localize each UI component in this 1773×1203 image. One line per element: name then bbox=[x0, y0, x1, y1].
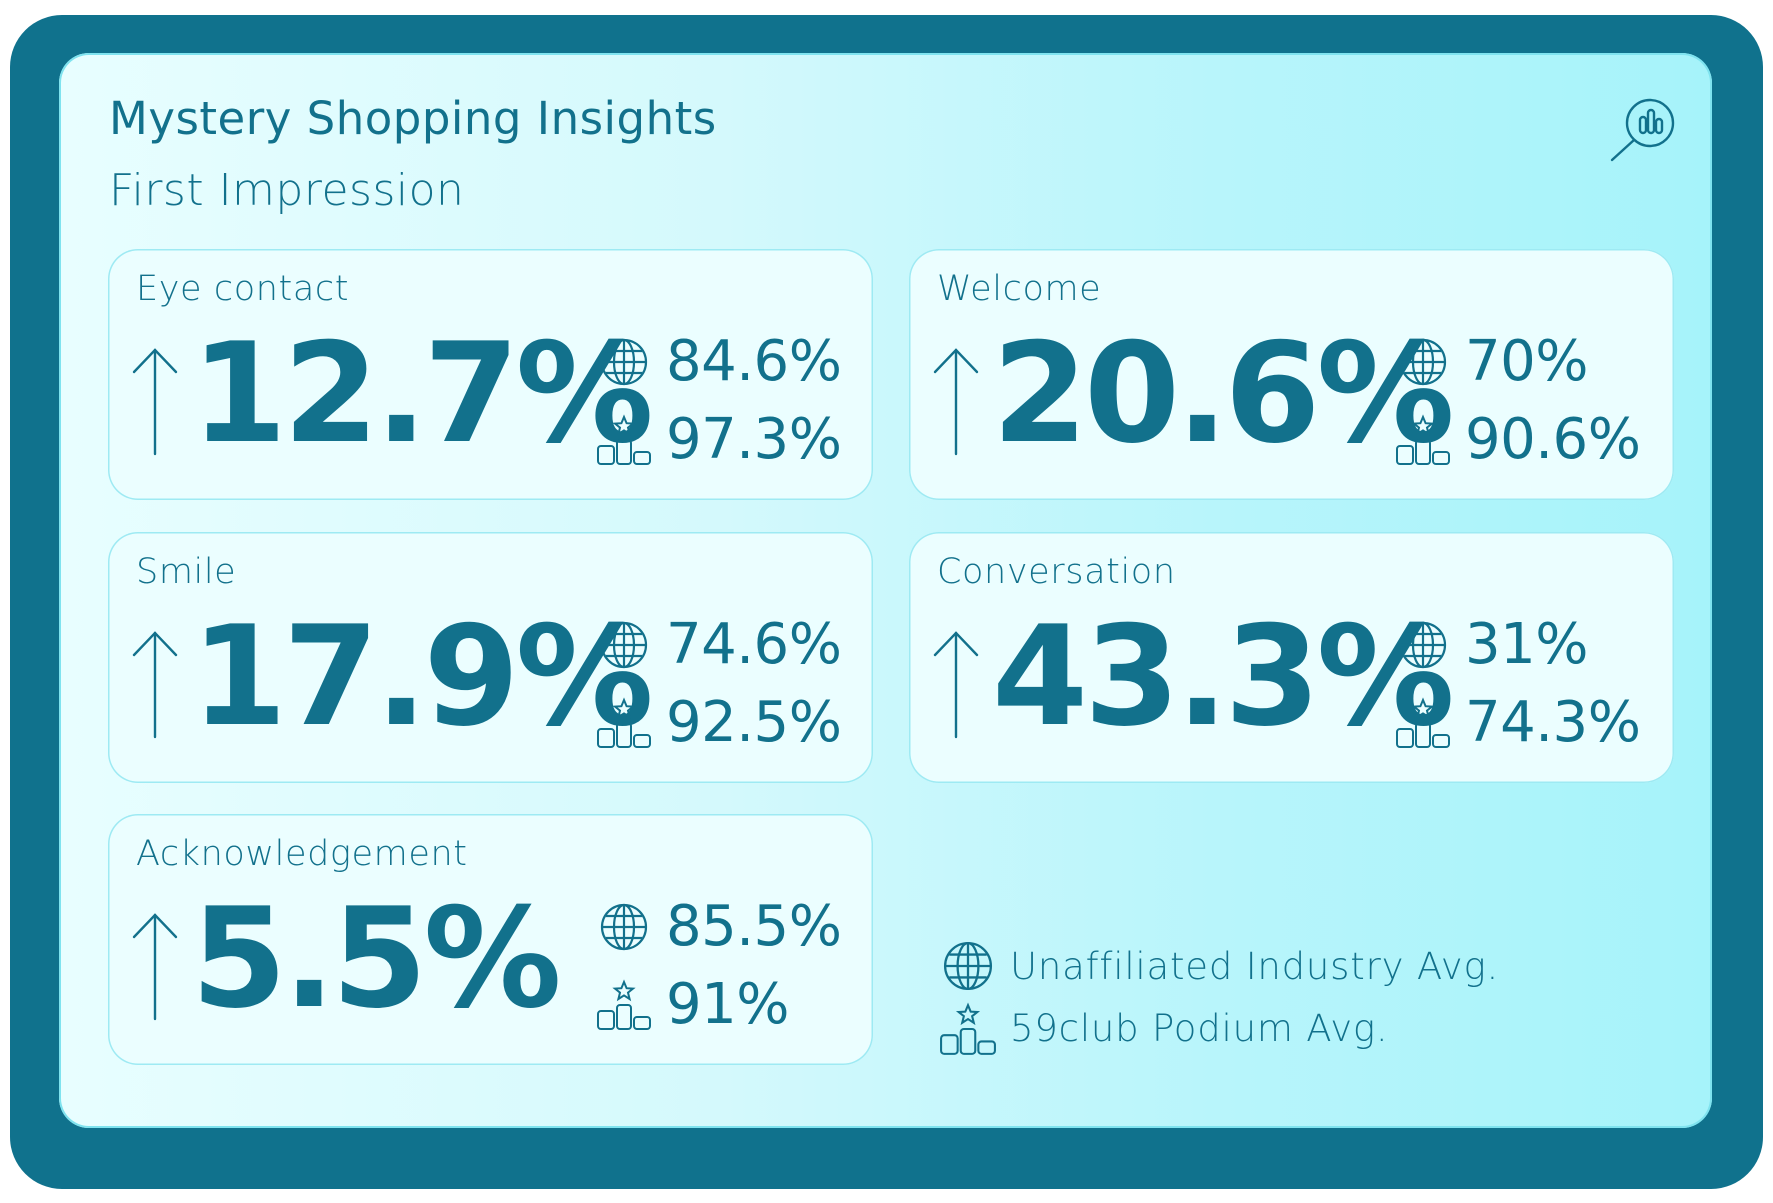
arrow-up-icon bbox=[132, 630, 178, 740]
metric-value: 17.9% bbox=[191, 596, 654, 757]
arrow-up-icon bbox=[933, 630, 979, 740]
podium-avg-value: 74.3% bbox=[1465, 690, 1641, 755]
metric-card-conversation: Conversation 43.3% 31% 74.3% bbox=[909, 532, 1674, 783]
industry-avg-stat: 70% bbox=[1393, 329, 1588, 394]
podium-star-icon bbox=[1396, 415, 1450, 465]
podium-star-icon bbox=[597, 415, 651, 465]
industry-avg-value: 31% bbox=[1465, 612, 1588, 677]
podium-avg-value: 97.3% bbox=[666, 407, 842, 472]
podium-star-icon bbox=[597, 698, 651, 748]
podium-avg-value: 91% bbox=[666, 972, 789, 1037]
metric-label: Conversation bbox=[937, 552, 1176, 592]
metric-value: 20.6% bbox=[992, 313, 1455, 474]
podium-avg-stat: 97.3% bbox=[594, 407, 842, 472]
industry-avg-value: 74.6% bbox=[666, 612, 842, 677]
industry-avg-stat: 31% bbox=[1393, 612, 1588, 677]
arrow-up-icon bbox=[132, 347, 178, 457]
podium-avg-stat: 74.3% bbox=[1393, 690, 1641, 755]
metric-label: Smile bbox=[136, 552, 237, 592]
metric-label: Acknowledgement bbox=[136, 834, 468, 874]
arrow-up-icon bbox=[933, 347, 979, 457]
podium-star-icon bbox=[597, 980, 651, 1030]
legend-industry-avg: Unaffiliated Industry Avg. bbox=[938, 936, 1499, 996]
legend-label: Unaffiliated Industry Avg. bbox=[1010, 944, 1500, 988]
legend-label: 59club Podium Avg. bbox=[1010, 1006, 1389, 1050]
metric-card-smile: Smile 17.9% 74.6% 92.5% bbox=[108, 532, 873, 783]
legend-podium-avg: 59club Podium Avg. bbox=[938, 998, 1388, 1058]
industry-avg-stat: 74.6% bbox=[594, 612, 842, 677]
globe-icon bbox=[600, 621, 648, 668]
page-title: Mystery Shopping Insights bbox=[109, 92, 717, 145]
podium-avg-stat: 90.6% bbox=[1393, 407, 1641, 472]
magnifier-bar-chart-icon[interactable] bbox=[1608, 96, 1678, 162]
metric-value: 5.5% bbox=[191, 878, 562, 1039]
globe-icon bbox=[600, 903, 648, 950]
arrow-up-icon bbox=[132, 912, 178, 1022]
metric-value: 12.7% bbox=[191, 313, 654, 474]
podium-star-icon bbox=[1396, 698, 1450, 748]
globe-icon bbox=[943, 941, 993, 991]
podium-avg-value: 90.6% bbox=[1465, 407, 1641, 472]
podium-avg-stat: 92.5% bbox=[594, 690, 842, 755]
globe-icon bbox=[1399, 338, 1447, 385]
industry-avg-value: 70% bbox=[1465, 329, 1588, 394]
section-subtitle: First Impression bbox=[109, 165, 465, 216]
metric-value: 43.3% bbox=[992, 596, 1455, 757]
podium-avg-stat: 91% bbox=[594, 972, 789, 1037]
podium-avg-value: 92.5% bbox=[666, 690, 842, 755]
podium-star-icon bbox=[940, 1004, 996, 1055]
metric-label: Welcome bbox=[937, 269, 1102, 309]
globe-icon bbox=[1399, 621, 1447, 668]
metric-label: Eye contact bbox=[136, 269, 350, 309]
metric-card-eye-contact: Eye contact 12.7% 84.6% 97.3% bbox=[108, 249, 873, 500]
industry-avg-stat: 84.6% bbox=[594, 329, 842, 394]
industry-avg-stat: 85.5% bbox=[594, 894, 842, 959]
industry-avg-value: 85.5% bbox=[666, 894, 842, 959]
globe-icon bbox=[600, 338, 648, 385]
metric-card-acknowledgement: Acknowledgement 5.5% 85.5% 91% bbox=[108, 814, 873, 1065]
metric-card-welcome: Welcome 20.6% 70% 90.6% bbox=[909, 249, 1674, 500]
industry-avg-value: 84.6% bbox=[666, 329, 842, 394]
